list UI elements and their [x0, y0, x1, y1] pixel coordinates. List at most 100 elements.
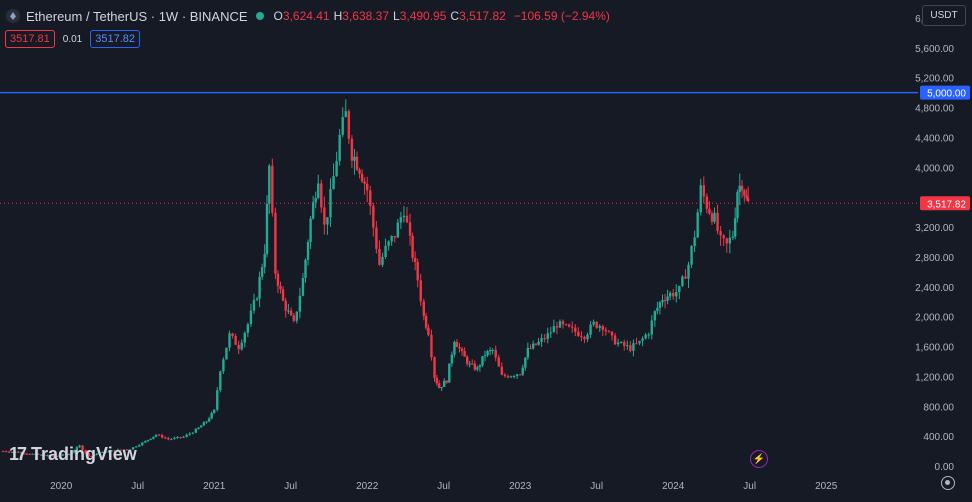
candle-body [113, 450, 116, 452]
candle-body [483, 355, 487, 357]
price-axis[interactable]: 6,000.005,600.005,200.004,800.004,400.00… [915, 14, 970, 473]
time-tick-label: 2022 [356, 481, 379, 492]
candle-body [119, 449, 123, 451]
candle-body [725, 238, 728, 244]
tradingview-logo[interactable]: 17 TradingView [9, 444, 137, 465]
candle-body [116, 449, 120, 451]
market-status-dot-icon[interactable] [255, 12, 264, 20]
candle-body [188, 433, 191, 435]
flash-event-icon[interactable]: ⚡ [750, 450, 768, 468]
candle-body [317, 183, 320, 198]
price-tick-label: 4,000.00 [915, 163, 954, 174]
candle-body [430, 334, 433, 358]
candle-body [292, 315, 295, 321]
candle-body [31, 453, 34, 455]
candle-body [552, 326, 556, 333]
candle-body [197, 427, 200, 430]
candle-body [279, 285, 282, 290]
candle-body [17, 451, 20, 453]
candle-body [598, 325, 601, 328]
candle-body [92, 454, 96, 457]
symbol-title[interactable]: Ethereum / TetherUS · 1W · BINANCE [26, 8, 248, 24]
candle-body [84, 450, 87, 454]
symbol-header: Ethereum / TetherUS · 1W · BINANCE O 3,6… [6, 6, 610, 26]
candle-body [268, 165, 271, 204]
candle-body [191, 432, 194, 434]
candle-body [740, 185, 744, 191]
candle-body [408, 222, 412, 236]
level-price-badge [920, 85, 970, 100]
candle-body [61, 454, 64, 456]
candle-body [90, 455, 93, 457]
time-axis[interactable]: 2020 Jul 2021 Jul 2022 Jul 2023 Jul 2024 Jul 2025 [50, 481, 838, 492]
candle-body [347, 111, 351, 139]
candle-body [663, 300, 667, 302]
candle-body [326, 217, 329, 225]
candle-body [710, 213, 714, 222]
candle-body [234, 336, 237, 345]
candle-body [64, 454, 67, 456]
candle-body [4, 451, 8, 453]
candle-body [43, 454, 46, 457]
sell-button[interactable]: 3517.81 [5, 30, 55, 48]
candle-body [445, 380, 448, 383]
candle-body [320, 183, 323, 208]
candle-body [265, 203, 269, 254]
candle-body [314, 197, 317, 203]
candle-body [134, 446, 138, 448]
candle-body [104, 451, 107, 453]
candle-body [644, 334, 647, 339]
trade-panel: 3517.81 0.01 3517.82 [5, 30, 140, 48]
candle-body [240, 342, 243, 350]
candle-body [473, 363, 477, 370]
candle-body [276, 273, 280, 286]
candle-body [355, 156, 359, 170]
candle-body [52, 455, 55, 457]
candle-body [138, 445, 141, 447]
candle-body [564, 324, 568, 326]
candle-body [435, 377, 439, 384]
candle-body [458, 347, 461, 349]
candle-body [11, 451, 14, 453]
candle-body [258, 276, 261, 299]
low-key: L [393, 9, 400, 23]
candle-body [571, 326, 574, 328]
candle-body [22, 452, 26, 454]
candle-body [75, 447, 79, 451]
candle-body [453, 341, 456, 355]
candle-body [672, 292, 675, 297]
candle-body [274, 212, 277, 274]
candle-body [210, 412, 213, 419]
candle-body [619, 341, 623, 343]
candle-body [98, 453, 101, 455]
candle-body [486, 350, 489, 356]
candle-body [384, 245, 387, 257]
candle-body [580, 336, 583, 338]
candle-body [616, 342, 620, 345]
candle-body [478, 365, 482, 368]
candle-body [632, 343, 635, 351]
candle-body [335, 160, 338, 177]
buy-button[interactable]: 3517.82 [90, 30, 140, 48]
candle-body [567, 324, 571, 327]
candle-body [509, 376, 513, 378]
currency-button[interactable]: USDT [922, 5, 966, 26]
candle-body [713, 212, 716, 222]
candle-body [363, 181, 366, 184]
candle-body [708, 208, 711, 214]
candle-body [332, 176, 335, 190]
candle-body [81, 445, 84, 451]
candle-body [34, 453, 37, 455]
candle-body [95, 453, 98, 455]
candle-body [260, 267, 264, 277]
candle-body [341, 117, 344, 135]
settings-gear-icon[interactable] [941, 476, 955, 490]
ethereum-logo-icon[interactable] [6, 9, 20, 23]
candle-body [519, 374, 522, 376]
candle-body [433, 357, 436, 378]
candle-body [629, 345, 632, 351]
candle-body [497, 357, 500, 367]
candle-body [661, 300, 664, 303]
